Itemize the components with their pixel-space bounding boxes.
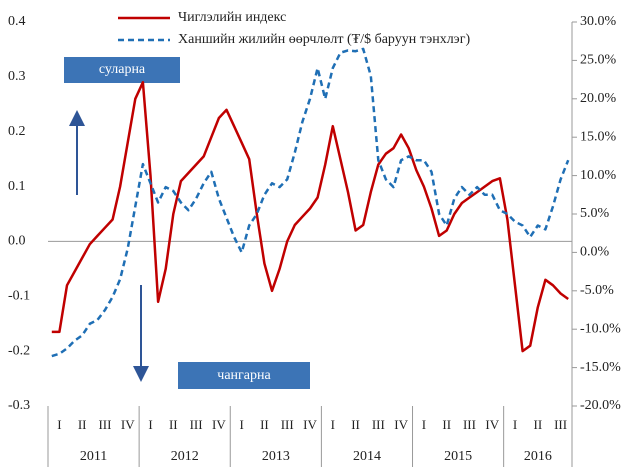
x-tick-label: IV: [212, 417, 226, 432]
x-tick-label: II: [169, 417, 178, 432]
y2-tick-label: 5.0%: [580, 206, 610, 221]
year-label: 2011: [80, 449, 107, 464]
y2-tick-label: 0.0%: [580, 245, 610, 260]
year-label: 2014: [353, 449, 381, 464]
x-tick-label: II: [260, 417, 269, 432]
x-tick-label: III: [98, 417, 111, 432]
y-tick-label: 0.3: [8, 69, 26, 84]
y-tick-label: 0.1: [8, 179, 26, 194]
year-label: 2013: [262, 449, 290, 464]
x-tick-label: I: [513, 417, 517, 432]
x-tick-label: II: [442, 417, 451, 432]
y-tick-label: 0.0: [8, 234, 26, 249]
y-tick-label: -0.1: [8, 289, 30, 304]
y2-tick-label: -15.0%: [580, 360, 621, 375]
x-tick-label: I: [239, 417, 243, 432]
y2-tick-label: 25.0%: [580, 53, 617, 68]
annotation: чангарна: [217, 368, 271, 383]
annotation-box: [178, 362, 310, 389]
x-tick-label: II: [533, 417, 542, 432]
x-tick-label: III: [190, 417, 203, 432]
x-tick-label: II: [351, 417, 360, 432]
x-tick-label: III: [372, 417, 385, 432]
series-line: [51, 81, 569, 353]
x-tick-label: IV: [485, 417, 499, 432]
x-tick-label: II: [78, 417, 87, 432]
x-tick-label: III: [281, 417, 294, 432]
legend-label: Ханшийн жилийн өөрчлөлт (₮/$ баруун тэнх…: [178, 32, 470, 47]
annotation-box: [64, 57, 180, 83]
x-tick-label: I: [148, 417, 152, 432]
x-tick-label: I: [422, 417, 426, 432]
y2-tick-label: -20.0%: [580, 398, 621, 413]
y2-tick-label: 15.0%: [580, 129, 617, 144]
x-tick-label: IV: [121, 417, 135, 432]
y2-tick-label: -10.0%: [580, 321, 621, 336]
y-tick-label: 0.2: [8, 124, 26, 139]
x-tick-label: I: [57, 417, 61, 432]
x-tick-label: IV: [394, 417, 408, 432]
y2-tick-label: -5.0%: [580, 283, 614, 298]
y-tick-label: -0.3: [8, 398, 30, 413]
y2-tick-label: 20.0%: [580, 91, 617, 106]
y-tick-label: -0.2: [8, 343, 30, 358]
y2-tick-label: 10.0%: [580, 168, 617, 183]
year-label: 2012: [171, 449, 199, 464]
year-label: 2015: [444, 449, 472, 464]
x-tick-label: IV: [303, 417, 317, 432]
x-tick-label: I: [331, 417, 335, 432]
legend-label: Чиглэлийн индекс: [178, 10, 286, 25]
x-tick-label: III: [554, 417, 567, 432]
series-line: [51, 47, 570, 358]
year-label: 2016: [524, 449, 552, 464]
x-tick-label: III: [463, 417, 476, 432]
y-tick-label: 0.4: [8, 14, 26, 29]
annotation: суларна: [99, 62, 146, 77]
y2-tick-label: 30.0%: [580, 14, 617, 29]
